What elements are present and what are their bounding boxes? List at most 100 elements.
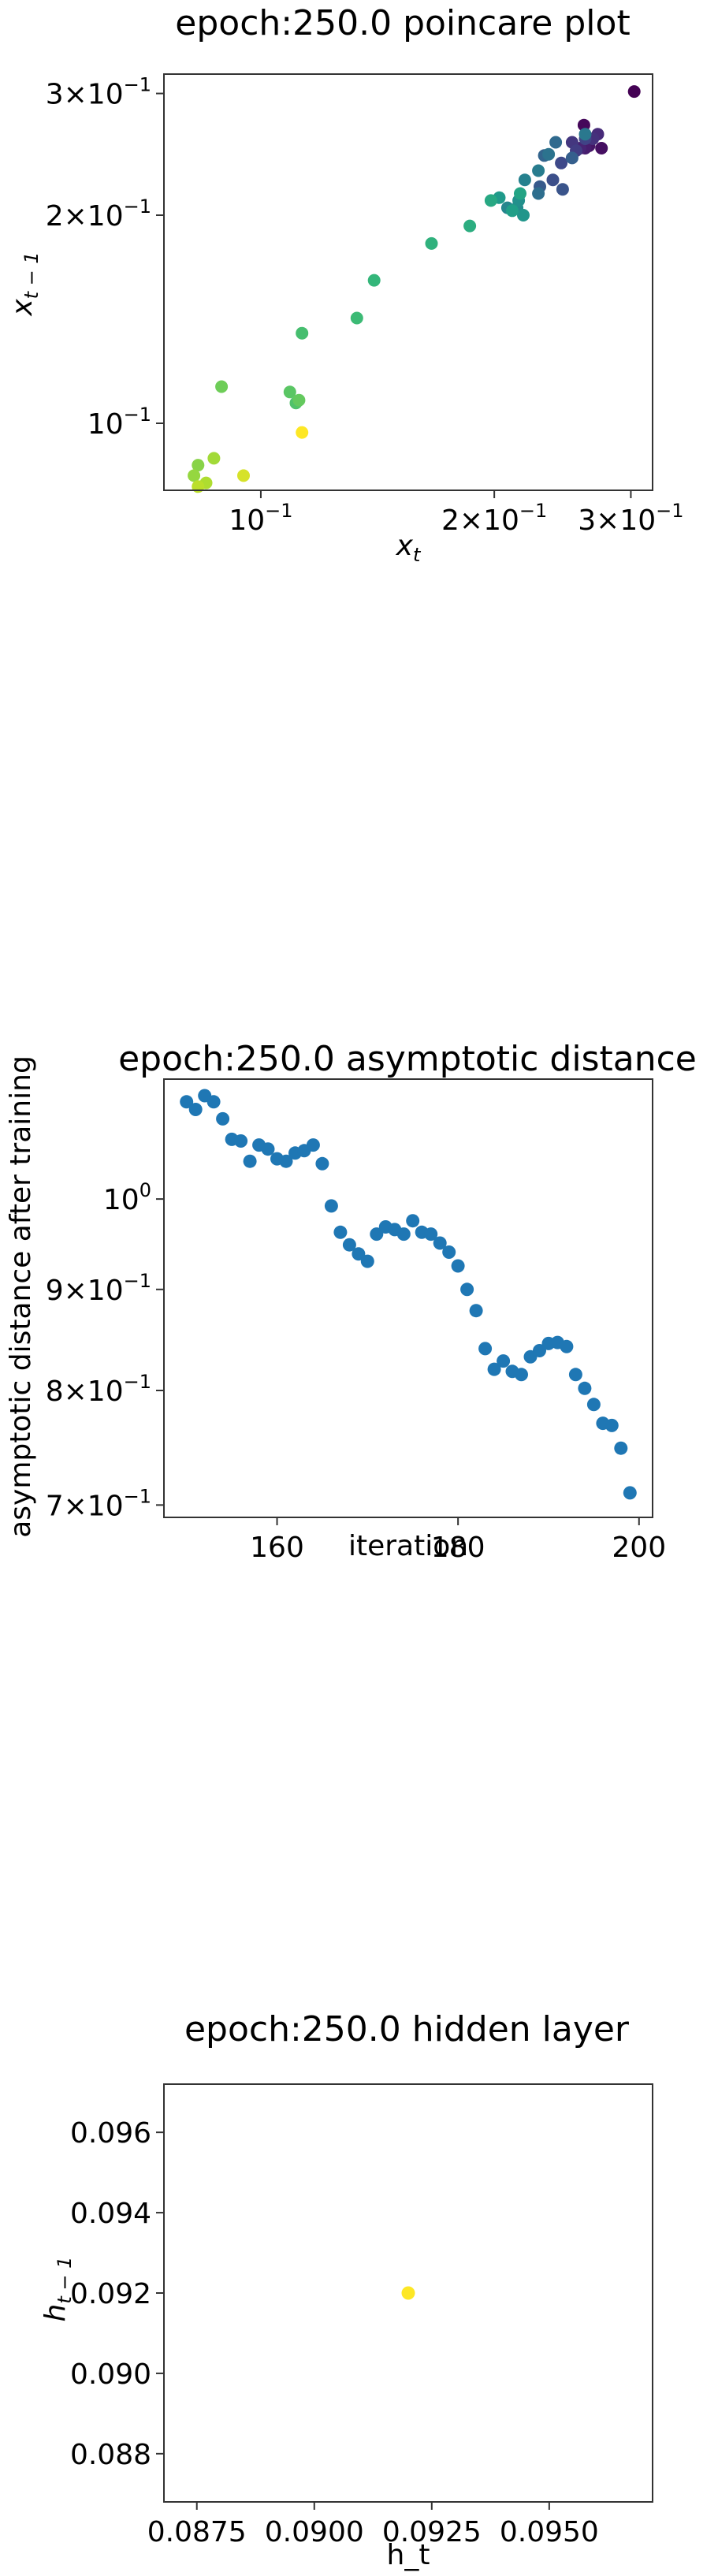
scatter-point xyxy=(180,1095,194,1109)
scatter-point xyxy=(614,1441,628,1455)
y-tick-label: 3×10−1 xyxy=(46,74,151,111)
scatter-point xyxy=(555,156,568,169)
scatter-point xyxy=(352,1247,366,1261)
x-tick-label: 10−1 xyxy=(229,500,292,537)
x-tick-label: 3×10−1 xyxy=(578,500,683,537)
scatter-point xyxy=(206,1095,221,1109)
scatter-point xyxy=(279,1154,293,1168)
scatter-point xyxy=(216,1111,230,1126)
poincare-y-ticks: 10−1 2×10−1 3×10−1 xyxy=(46,74,164,441)
y-tick-label: 0.094 xyxy=(70,2198,151,2230)
scatter-point xyxy=(514,187,526,200)
scatter-point xyxy=(517,209,530,221)
y-tick-label: 0.090 xyxy=(70,2358,151,2391)
asymptotic-points xyxy=(180,1089,637,1500)
poincare-title: epoch:250.0 poincare plot xyxy=(175,3,630,43)
asymptotic-x-ticks: 160 180 200 xyxy=(250,1517,666,1564)
y-tick-label: 9×10−1 xyxy=(46,1270,151,1307)
scatter-point xyxy=(234,1134,248,1148)
scatter-point xyxy=(627,85,641,99)
scatter-point xyxy=(560,1339,574,1353)
y-tick-label: 0.092 xyxy=(70,2278,151,2310)
y-tick-label: 7×10−1 xyxy=(46,1485,151,1522)
scatter-point xyxy=(296,326,309,340)
y-tick-label: 100 xyxy=(103,1179,151,1216)
scatter-point xyxy=(623,1486,637,1500)
scatter-point xyxy=(578,1381,592,1395)
hidden-layer-xlabel: h_t xyxy=(387,2539,430,2571)
scatter-point xyxy=(463,219,477,233)
scatter-point xyxy=(215,380,229,393)
scatter-point xyxy=(532,164,545,177)
scatter-point xyxy=(460,1282,474,1297)
asymptotic-xlabel: iteration xyxy=(348,1530,468,1562)
asymptotic-ylabel: asymptotic distance after training xyxy=(5,1055,37,1538)
scatter-point xyxy=(424,1227,438,1241)
hidden-layer-x-ticks: 0.0875 0.0900 0.0925 0.0950 xyxy=(147,2502,599,2548)
scatter-point xyxy=(396,1227,411,1241)
scatter-point xyxy=(188,469,201,482)
asymptotic-title: epoch:250.0 asymptotic distance xyxy=(118,1039,697,1079)
scatter-point xyxy=(292,393,306,407)
scatter-point xyxy=(515,1368,528,1382)
hidden-layer-ylabel: ht − 1 xyxy=(39,2257,76,2322)
scatter-point xyxy=(306,1138,320,1152)
y-tick-label: 0.096 xyxy=(70,2117,151,2150)
hidden-layer-y-ticks: 0.088 0.090 0.092 0.094 0.096 xyxy=(70,2117,164,2471)
scatter-point xyxy=(568,1368,582,1382)
scatter-point xyxy=(243,1154,257,1168)
y-tick-label: 8×10−1 xyxy=(46,1371,151,1408)
y-tick-label: 10−1 xyxy=(87,404,151,441)
asymptotic-y-ticks: 7×10−1 8×10−1 9×10−1 100 xyxy=(46,1179,164,1522)
scatter-point xyxy=(401,2286,415,2300)
poincare-chart: epoch:250.0 poincare plot 10−1 2×10−1 3×10… xyxy=(6,3,684,566)
x-tick-label: 160 xyxy=(250,1532,304,1564)
scatter-point xyxy=(532,187,545,200)
poincare-ylabel: xt − 1 xyxy=(6,251,43,316)
x-tick-label: 180 xyxy=(431,1532,485,1564)
scatter-point xyxy=(283,385,296,399)
scatter-point xyxy=(478,1342,493,1356)
poincare-x-ticks: 10−1 2×10−1 3×10−1 xyxy=(229,490,684,537)
scatter-point xyxy=(549,136,563,149)
x-tick-label: 0.0950 xyxy=(500,2516,599,2548)
scatter-point xyxy=(595,142,608,154)
scatter-point xyxy=(442,1245,456,1259)
x-tick-label: 0.0925 xyxy=(382,2516,482,2548)
scatter-point xyxy=(487,1362,501,1376)
scatter-point xyxy=(296,426,309,439)
scatter-point xyxy=(518,173,531,187)
scatter-point xyxy=(207,452,221,465)
scatter-point xyxy=(578,128,592,141)
scatter-point xyxy=(367,274,381,287)
scatter-point xyxy=(497,1354,511,1368)
scatter-point xyxy=(333,1225,348,1239)
asymptotic-chart: epoch:250.0 asymptotic distance 160 180 20… xyxy=(5,1039,697,1564)
y-tick-label: 2×10−1 xyxy=(46,195,151,233)
scatter-point xyxy=(469,1304,483,1318)
poincare-plot-frame xyxy=(163,73,653,491)
y-tick-label: 0.088 xyxy=(70,2439,151,2471)
scatter-point xyxy=(533,1344,546,1357)
scatter-point xyxy=(556,183,569,196)
scatter-point xyxy=(605,1418,619,1432)
scatter-point xyxy=(451,1259,465,1273)
x-tick-label: 200 xyxy=(612,1532,666,1564)
scatter-point xyxy=(546,173,560,187)
scatter-point xyxy=(237,469,250,482)
scatter-point xyxy=(542,147,556,161)
scatter-point xyxy=(586,1398,601,1412)
x-tick-label: 2×10−1 xyxy=(441,500,547,537)
hidden-layer-points xyxy=(401,2286,415,2300)
scatter-point xyxy=(506,204,519,218)
scatter-point xyxy=(350,311,363,325)
scatter-point xyxy=(433,1236,447,1250)
poincare-points xyxy=(188,85,641,493)
hidden-layer-chart: epoch:250.0 hidden layer 0.0875 0.0900 0.0… xyxy=(39,2009,653,2571)
scatter-point xyxy=(324,1199,338,1213)
scatter-point xyxy=(342,1238,356,1252)
scatter-point xyxy=(484,194,497,207)
scatter-point xyxy=(360,1254,374,1268)
asymptotic-plot-frame xyxy=(163,1078,653,1518)
